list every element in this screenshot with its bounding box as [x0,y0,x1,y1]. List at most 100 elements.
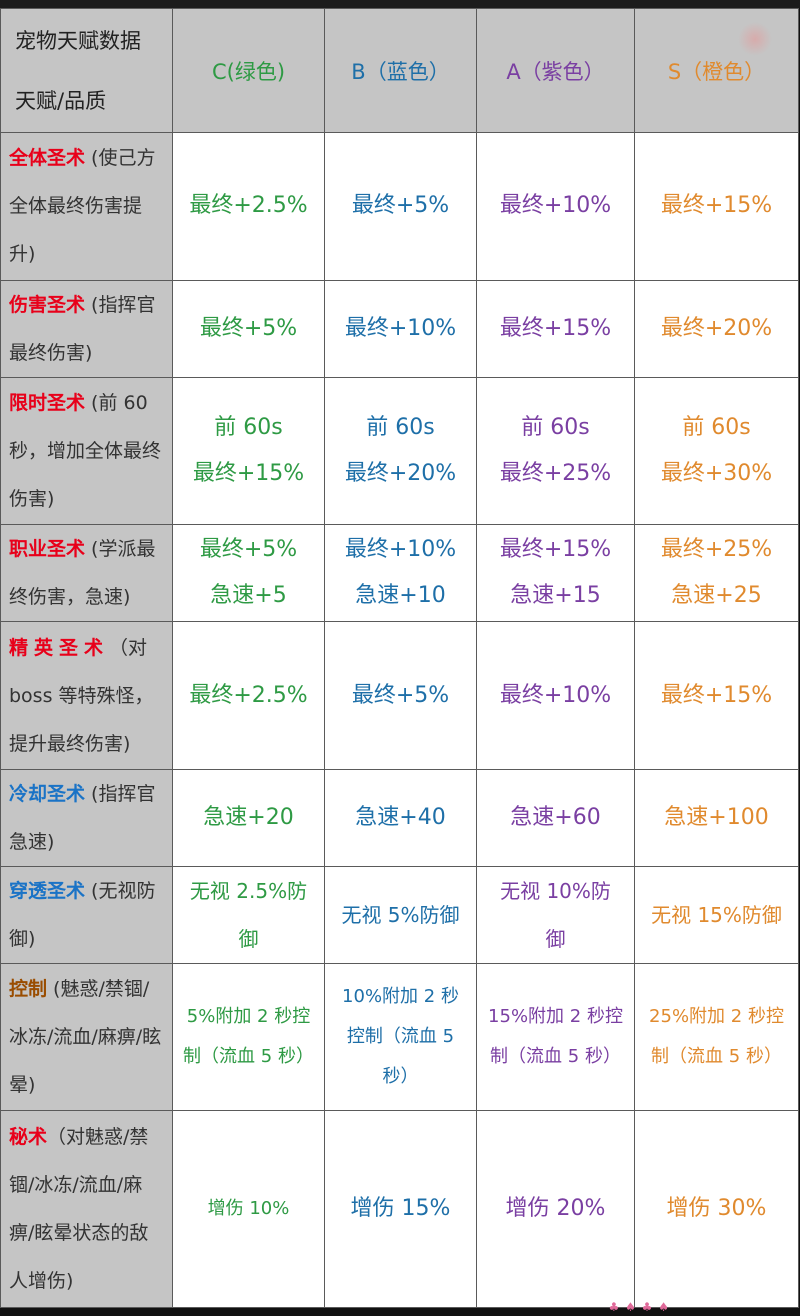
value-line: 无视 15%防御 [651,903,782,928]
table-row: 限时圣术 (前 60 秒，增加全体最终伤害) 前 60s 最终+15% 前 60s… [0,376,799,526]
value-cell-c: 急速+20 [172,768,325,867]
talent-desc: (无视防御) [9,880,156,951]
value-line: 急速+100 [664,804,769,830]
value-line: 无视 2.5%防 [189,879,308,904]
value-line: 5%附加 2 秒控 [186,1006,311,1028]
talent-desc: (前 60 秒，增加全体最终伤害) [9,391,162,510]
value-line: 急速+25 [671,583,762,609]
talent-key: 全体圣术 [9,147,86,170]
value-line: 控制（流血 5 [346,1026,455,1048]
value-line: 最终+30% [660,460,773,486]
value-cell-c: 最终+2.5% [172,132,325,281]
value-line: 最终+5% [351,682,450,708]
value-line: 急速+20 [203,804,294,830]
table-row: 穿透圣术 (无视防御) 无视 2.5%防御 无视 5%防御 无视 10%防御 无… [0,865,799,965]
value-line: 最终+10% [344,537,457,563]
corner-subtitle: 天赋/品质 [15,88,107,113]
talent-name-cell: 限时圣术 (前 60 秒，增加全体最终伤害) [0,376,173,526]
quality-header-c: C(绿色) [172,7,325,134]
talent-name-cell: 全体圣术 (使己方 全体最终伤害提 升) [0,132,173,281]
value-line: 最终+10% [499,682,612,708]
value-cell-a: 15%附加 2 秒控 制（流血 5 秒） [476,963,635,1112]
value-cell-a: 增伤 20% [476,1110,635,1308]
value-cell-s: 最终+15% [634,621,799,770]
value-cell-b: 前 60s 最终+20% [324,376,477,526]
value-line: 增伤 20% [505,1196,606,1222]
value-cell-a: 急速+60 [476,768,635,867]
quality-header-s: S（橙色） [634,7,799,134]
value-line: 15%附加 2 秒控 [488,1006,623,1028]
talent-name-cell: 精英圣术（对 boss 等特殊怪，提升最终伤害) [0,621,173,770]
talent-key: 精英圣术 [9,636,110,659]
talent-desc: (指挥官最终伤害) [9,293,156,364]
value-cell-c: 最终+5% [172,279,325,378]
value-line: 前 60s [682,414,751,440]
value-line: 前 60s [214,414,283,440]
value-cell-a: 无视 10%防御 [476,865,635,965]
talent-key: 限时圣术 [9,391,86,414]
value-line: 前 60s [521,414,590,440]
quality-header-a: A（紫色） [476,7,635,134]
corner-header: 宠物天赋数据 天赋/品质 [0,7,173,134]
value-cell-c: 最终+5% 急速+5 [172,524,325,623]
value-cell-s: 增伤 30% [634,1110,799,1308]
value-line: 最终+5% [199,315,298,341]
talent-name-cell: 穿透圣术 (无视防御) [0,865,173,965]
talent-name-cell: 伤害圣术 (指挥官最终伤害) [0,279,173,378]
talent-desc: (指挥官急速) [9,782,156,853]
talent-name-cell: 职业圣术 (学派最终伤害，急速) [0,524,173,623]
value-line: 最终+20% [660,315,773,341]
value-cell-s: 最终+20% [634,279,799,378]
value-cell-b: 增伤 15% [324,1110,477,1308]
value-cell-b: 最终+5% [324,621,477,770]
talent-desc: (使己方 [85,147,156,170]
value-cell-b: 10%附加 2 秒控制（流血 5 秒） [324,963,477,1112]
value-line: 最终+2.5% [189,193,308,219]
value-cell-c: 前 60s 最终+15% [172,376,325,526]
value-line: 秒） [382,1066,419,1088]
quality-header-b: B（蓝色） [324,7,477,134]
talent-desc: 升) [9,243,36,266]
value-line: 制（流血 5 秒） [183,1046,314,1068]
talent-desc: （对 boss 等特殊怪，提升最终伤害) [9,636,154,755]
talent-desc: （对魅惑/禁锢/冰冻/流血/麻痹/眩晕状态的敌人增伤) [9,1126,149,1293]
table-row: 职业圣术 (学派最终伤害，急速) 最终+5% 急速+5 最终+10% 急速+10 最… [0,524,799,623]
talent-name-cell: 控制 (魅惑/禁锢/冰冻/流血/麻痹/眩晕) [0,963,173,1112]
value-cell-s: 最终+25% 急速+25 [634,524,799,623]
table-row: 精英圣术（对 boss 等特殊怪，提升最终伤害) 最终+2.5% 最终+5% 最… [0,621,799,770]
value-cell-s: 前 60s 最终+30% [634,376,799,526]
value-line: 增伤 15% [350,1196,451,1222]
value-line: 急速+60 [510,804,601,830]
value-line: 25%附加 2 秒控 [649,1006,784,1028]
value-cell-b: 急速+40 [324,768,477,867]
value-line: 最终+5% [351,193,450,219]
talent-key: 控制 [9,978,48,1001]
value-cell-a: 前 60s 最终+25% [476,376,635,526]
table-row: 秘术（对魅惑/禁锢/冰冻/流血/麻痹/眩晕状态的敌人增伤) 增伤 10% 增伤 … [0,1110,799,1308]
talent-key: 穿透圣术 [9,880,86,903]
talent-key: 伤害圣术 [9,293,86,316]
table-row: 伤害圣术 (指挥官最终伤害) 最终+5% 最终+10% 最终+15% 最终+20… [0,279,799,378]
table-row: 冷却圣术 (指挥官急速) 急速+20 急速+40 急速+60 急速+100 [0,768,799,867]
value-line: 无视 10%防 [500,879,611,904]
value-cell-b: 最终+5% [324,132,477,281]
value-cell-b: 无视 5%防御 [324,865,477,965]
talent-name-cell: 冷却圣术 (指挥官急速) [0,768,173,867]
value-cell-c: 增伤 10% [172,1110,325,1308]
value-cell-a: 最终+10% [476,621,635,770]
value-line: 制（流血 5 秒） [651,1046,782,1068]
watermark-blob [738,22,772,56]
value-line: 无视 5%防御 [341,903,460,928]
talent-key: 职业圣术 [9,538,86,561]
talent-desc: (学派最终伤害，急速) [9,538,156,609]
value-line: 最终+10% [344,315,457,341]
value-cell-a: 最终+15% [476,279,635,378]
talent-key: 冷却圣术 [9,782,86,805]
value-cell-b: 最终+10% [324,279,477,378]
table-row: 控制 (魅惑/禁锢/冰冻/流血/麻痹/眩晕) 5%附加 2 秒控 制（流血 5 秒… [0,963,799,1112]
value-line: 急速+40 [355,804,446,830]
value-cell-a: 最终+15% 急速+15 [476,524,635,623]
value-line: 最终+25% [499,460,612,486]
value-line: 最终+25% [660,537,773,563]
value-line: 增伤 30% [666,1196,767,1222]
